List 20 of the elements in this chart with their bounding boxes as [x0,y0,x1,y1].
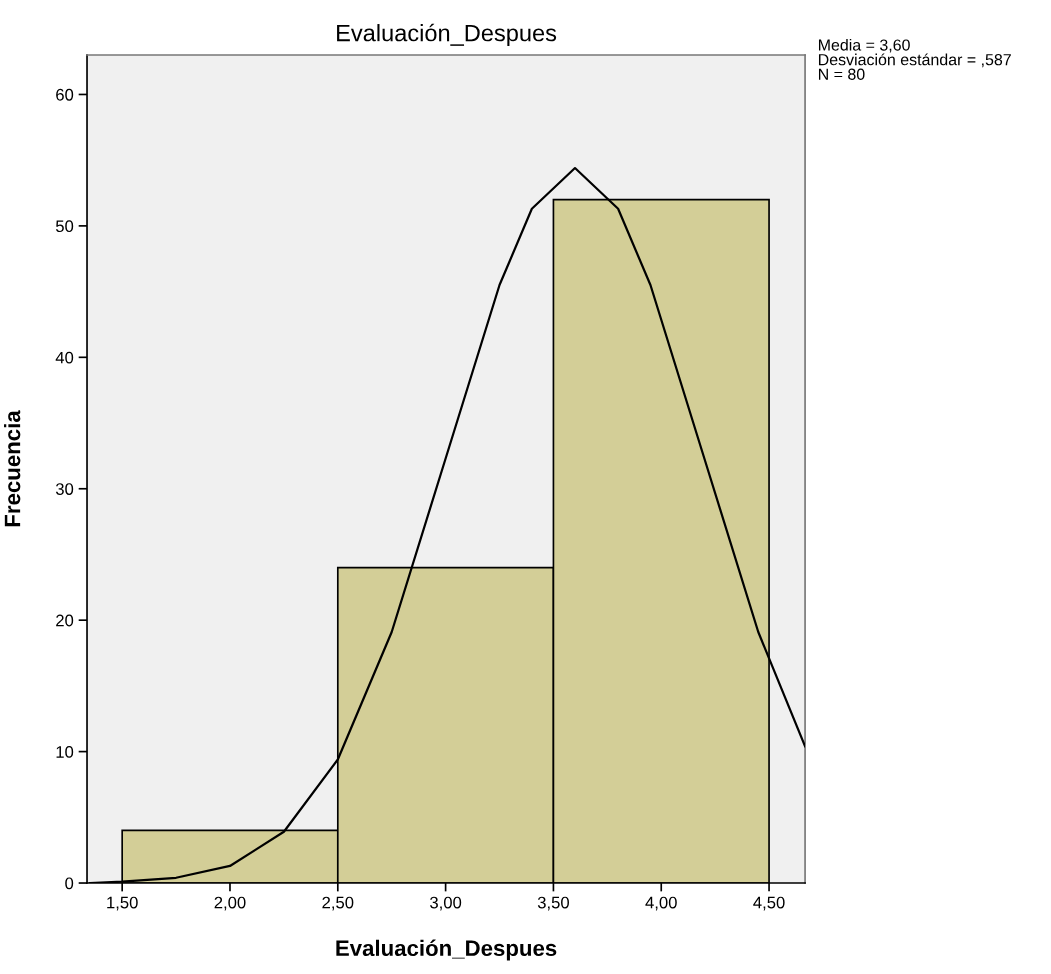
y-tick-label: 10 [56,746,74,758]
y-tick-label: 50 [55,220,74,233]
x-axis-title: Evaluación_Despues [336,939,557,961]
x-tick-label: 2,50 [322,896,354,911]
x-tick-label: 4,50 [753,896,785,911]
y-tick-label: 0 [65,877,74,890]
y-tick-label: 60 [56,88,74,101]
y-tick-label: 30 [55,483,74,495]
x-tick-label: 4,00 [645,896,677,911]
chart-title: Evaluación_Despues [337,23,557,47]
text: Media = 3,60 [818,38,910,53]
text: N = 80 [818,68,865,80]
y-axis-title: Frecuencia [4,410,21,527]
x-tick-label: 3,00 [430,896,462,911]
x-tick-label: 3,50 [537,896,569,911]
x-tick-label: 1,50 [107,896,138,911]
y-tick-label: 40 [55,351,74,364]
y-tick-label: 20 [56,614,74,627]
text: Desviación estándar = ,587 [818,53,1011,68]
x-tick-label: 2,00 [214,896,246,911]
